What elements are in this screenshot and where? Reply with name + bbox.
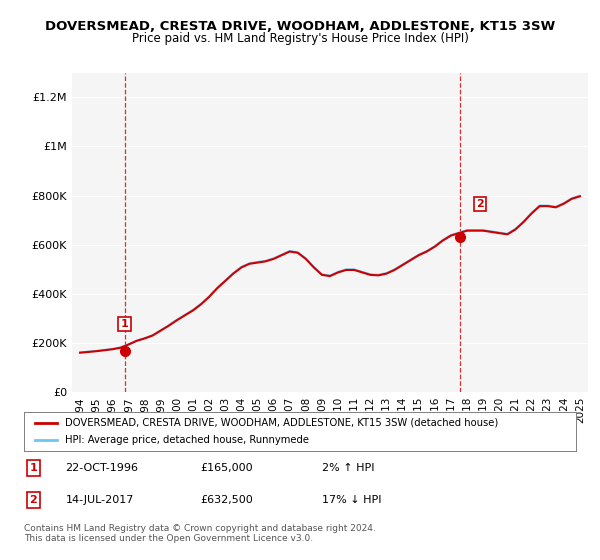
Text: 1: 1 [29, 463, 37, 473]
Text: 1: 1 [121, 319, 128, 329]
Text: 2% ↑ HPI: 2% ↑ HPI [322, 463, 374, 473]
Text: £632,500: £632,500 [200, 495, 253, 505]
Text: 17% ↓ HPI: 17% ↓ HPI [322, 495, 382, 505]
Text: 2: 2 [476, 199, 484, 209]
Text: 14-JUL-2017: 14-JUL-2017 [65, 495, 134, 505]
Text: Price paid vs. HM Land Registry's House Price Index (HPI): Price paid vs. HM Land Registry's House … [131, 32, 469, 45]
Text: £165,000: £165,000 [200, 463, 253, 473]
Text: HPI: Average price, detached house, Runnymede: HPI: Average price, detached house, Runn… [65, 435, 310, 445]
Text: DOVERSMEAD, CRESTA DRIVE, WOODHAM, ADDLESTONE, KT15 3SW: DOVERSMEAD, CRESTA DRIVE, WOODHAM, ADDLE… [45, 20, 555, 32]
Text: 2: 2 [29, 495, 37, 505]
Text: 22-OCT-1996: 22-OCT-1996 [65, 463, 139, 473]
Text: DOVERSMEAD, CRESTA DRIVE, WOODHAM, ADDLESTONE, KT15 3SW (detached house): DOVERSMEAD, CRESTA DRIVE, WOODHAM, ADDLE… [65, 418, 499, 428]
Text: Contains HM Land Registry data © Crown copyright and database right 2024.
This d: Contains HM Land Registry data © Crown c… [24, 524, 376, 543]
